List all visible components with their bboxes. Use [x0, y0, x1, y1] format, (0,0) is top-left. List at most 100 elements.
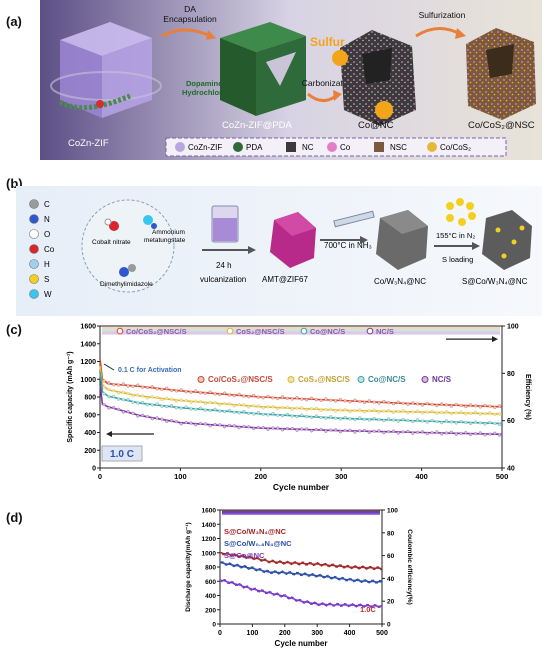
y-axis-title: Specific capacity (mAh g⁻¹) [67, 351, 74, 442]
y-tick-label: 800 [205, 565, 216, 572]
arrow-3-icon [434, 242, 480, 250]
capacity-point-1 [245, 565, 248, 568]
capacity-point-2 [220, 580, 223, 583]
capacity-point-2 [420, 419, 424, 423]
capacity-point-2 [232, 410, 236, 414]
capacity-point-2 [469, 421, 473, 426]
capacity-point-0 [290, 563, 293, 566]
capacity-point-1 [300, 406, 304, 410]
capacity-point-2 [362, 417, 367, 421]
x-tick-label: 500 [376, 630, 388, 637]
capacity-point-1 [324, 576, 327, 578]
capacity-point-1 [232, 565, 235, 568]
legend-label-nsc: NSC [390, 143, 407, 152]
capacity-point-1 [420, 411, 424, 415]
capacity-point-2 [359, 603, 362, 606]
legend-top-marker-3 [366, 327, 374, 335]
capacity-point-3 [483, 433, 487, 437]
arrow-2-icon [320, 236, 368, 244]
x-tick-label: 500 [496, 472, 509, 481]
capacity-point-2 [227, 582, 230, 585]
capacity-point-1 [286, 572, 289, 575]
capacity-point-0 [184, 390, 188, 394]
capacity-axis-arrow-head [106, 431, 112, 437]
capacity-point-3 [396, 431, 400, 435]
capacity-point-1 [249, 567, 252, 570]
capacity-point-3 [440, 432, 444, 436]
legend-mid-marker-3 [421, 376, 429, 383]
capacity-point-0 [213, 392, 217, 396]
y2-tick-label: 40 [387, 576, 395, 583]
capacity-point-1 [165, 396, 169, 400]
y-tick-label: 1600 [80, 324, 96, 331]
y-tick-label: 1200 [80, 359, 96, 366]
capacity-point-2 [224, 579, 227, 582]
capacity-point-0 [420, 403, 424, 407]
capacity-point-1 [305, 572, 307, 575]
capacity-point-0 [284, 562, 286, 565]
capacity-point-0 [338, 397, 342, 402]
arrow-label-carbonization: Carbonization [302, 78, 355, 88]
panel-c-label: (c) [6, 322, 22, 337]
capacity-point-1 [312, 573, 315, 576]
capacity-point-1 [268, 571, 271, 574]
capacity-point-2 [363, 606, 366, 608]
legend-atom-s [29, 274, 39, 284]
capacity-point-1 [364, 579, 367, 581]
capacity-point-2 [338, 417, 342, 421]
capacity-point-2 [332, 604, 334, 607]
capacity-point-0 [228, 553, 231, 556]
capacity-point-2 [225, 580, 228, 583]
capacity-point-1 [229, 562, 232, 565]
y-tick-label: 200 [84, 448, 96, 455]
capacity-point-0 [218, 392, 222, 397]
capacity-point-0 [256, 395, 260, 399]
capacity-point-2 [341, 605, 343, 607]
capacity-point-1 [406, 411, 410, 415]
capacity-point-2 [444, 419, 449, 423]
capacity-point-2 [266, 592, 268, 595]
capacity-point-1 [279, 572, 281, 575]
capacity-point-2 [334, 603, 337, 606]
x-tick-label: 300 [335, 472, 348, 481]
capacity-point-0 [380, 568, 382, 571]
capacity-point-0 [425, 401, 429, 405]
capacity-point-2 [360, 604, 363, 607]
capacity-point-0 [165, 386, 169, 390]
capacity-point-2 [295, 415, 299, 419]
x-tick-label: 100 [247, 630, 259, 637]
legend-top-label-1: CoS₂@NSC/S [236, 327, 285, 336]
capacity-point-0 [271, 396, 275, 400]
capacity-point-1 [136, 393, 140, 397]
capacity-point-0 [332, 563, 334, 566]
capacity-point-1 [246, 567, 249, 570]
capacity-point-1 [454, 411, 458, 415]
sulfur-ring-icon [446, 198, 476, 226]
legend-swatch-cos2 [427, 142, 437, 152]
capacity-point-1 [309, 407, 314, 411]
y-tick-label: 400 [205, 593, 216, 600]
capacity-point-3 [247, 425, 251, 429]
capacity-point-3 [266, 427, 270, 431]
capacity-point-2 [345, 603, 347, 606]
capacity-point-3 [305, 427, 309, 431]
capacity-point-0 [112, 383, 116, 387]
capacity-point-1 [289, 571, 292, 573]
capacity-point-0 [459, 403, 463, 407]
capacity-point-1 [194, 399, 198, 403]
capacity-point-2 [378, 606, 381, 608]
capacity-point-2 [303, 601, 306, 604]
capacity-point-0 [321, 564, 324, 567]
capacity-point-3 [314, 427, 318, 432]
capacity-point-2 [315, 602, 318, 605]
capacity-point-2 [301, 600, 303, 603]
capacity-point-2 [284, 594, 286, 596]
capacity-point-0 [257, 556, 259, 559]
capacity-point-0 [262, 559, 264, 562]
capacity-point-2 [160, 404, 164, 408]
capacity-point-2 [264, 592, 267, 595]
capacity-point-0 [356, 567, 359, 569]
cozn-zif-cube [50, 22, 162, 118]
capacity-point-1 [329, 407, 333, 411]
capacity-point-2 [273, 593, 276, 596]
